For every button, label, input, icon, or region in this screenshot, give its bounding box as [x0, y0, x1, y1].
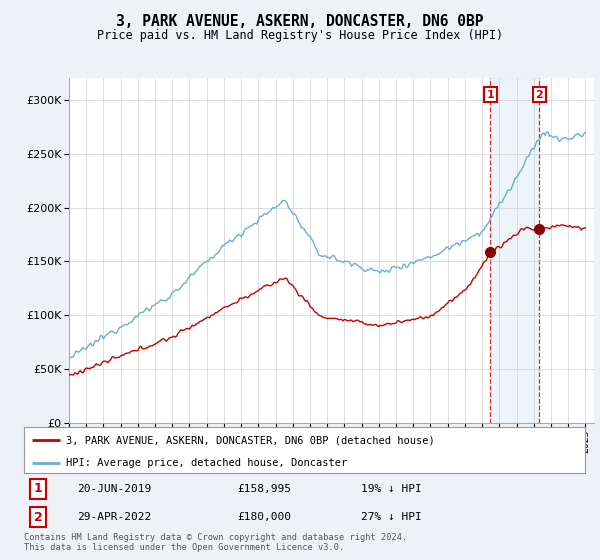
Bar [490, 78, 539, 423]
Text: £158,995: £158,995 [237, 484, 291, 494]
Text: 29-APR-2022: 29-APR-2022 [77, 512, 152, 522]
Text: £180,000: £180,000 [237, 512, 291, 522]
Text: 3, PARK AVENUE, ASKERN, DONCASTER, DN6 0BP: 3, PARK AVENUE, ASKERN, DONCASTER, DN6 0… [116, 14, 484, 29]
Text: 2: 2 [34, 511, 43, 524]
Text: 27% ↓ HPI: 27% ↓ HPI [361, 512, 421, 522]
Text: Contains HM Land Registry data © Crown copyright and database right 2024.: Contains HM Land Registry data © Crown c… [24, 533, 407, 542]
Text: 3, PARK AVENUE, ASKERN, DONCASTER, DN6 0BP (detached house): 3, PARK AVENUE, ASKERN, DONCASTER, DN6 0… [66, 435, 435, 445]
Text: 1: 1 [487, 90, 494, 100]
Text: Price paid vs. HM Land Registry's House Price Index (HPI): Price paid vs. HM Land Registry's House … [97, 29, 503, 42]
Text: 2: 2 [536, 90, 544, 100]
Text: 20-JUN-2019: 20-JUN-2019 [77, 484, 152, 494]
Text: HPI: Average price, detached house, Doncaster: HPI: Average price, detached house, Donc… [66, 458, 347, 468]
Text: This data is licensed under the Open Government Licence v3.0.: This data is licensed under the Open Gov… [24, 543, 344, 552]
Text: 19% ↓ HPI: 19% ↓ HPI [361, 484, 421, 494]
Text: 1: 1 [34, 482, 43, 495]
